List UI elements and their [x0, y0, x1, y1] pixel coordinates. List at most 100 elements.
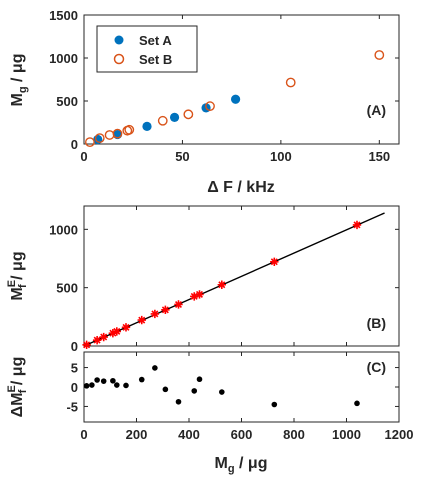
fit-data-point	[190, 292, 199, 301]
residual-point	[110, 377, 116, 384]
panel-b-label: (B)	[367, 315, 386, 331]
fit-data-point	[150, 309, 160, 319]
residual-point	[191, 388, 198, 394]
fit-data-point	[195, 290, 204, 299]
y-label-main: M	[9, 93, 26, 106]
x-tick-label: 0	[80, 427, 87, 442]
residual-point	[83, 383, 90, 389]
residual-point	[196, 376, 203, 383]
panel-c-frame	[83, 351, 400, 423]
y-label-superscript: E	[6, 385, 18, 392]
residual-point	[89, 382, 95, 388]
residual-point	[100, 378, 107, 384]
y-tick-label: -5	[66, 399, 78, 414]
panel-c-y-axis-label: ΔMEf / μg	[6, 357, 29, 418]
set-b-point	[183, 109, 194, 120]
fit-data-point	[270, 257, 279, 266]
x-tick-label: 1200	[385, 427, 414, 442]
set-a-point	[142, 121, 152, 131]
y-tick-label: 0	[71, 137, 78, 152]
x-label-subscript: g	[228, 463, 235, 475]
x-label-main: M	[215, 455, 228, 472]
x-tick-label: 600	[231, 427, 253, 442]
panel-b-ticks: 0 500 1000	[49, 206, 400, 354]
panel-c: 0 200 400 600 800 1000 1200-505 (C) Mg / μg ΔM…	[6, 351, 413, 475]
x-tick-label: 150	[368, 149, 390, 164]
set-a-point	[230, 94, 241, 104]
set-b-point	[94, 133, 105, 144]
fit-data-point	[108, 328, 118, 338]
y-label-subscript: f	[17, 389, 29, 393]
x-tick-label: 0	[80, 149, 87, 164]
set-a-point	[169, 112, 180, 122]
set-b-point	[285, 77, 296, 88]
panel-a-x-axis-label: Δ F / kHz	[207, 179, 275, 196]
fit-data-point	[161, 305, 170, 315]
fit-data-point	[99, 332, 108, 342]
y-tick-label: 1000	[49, 51, 78, 66]
residual-point	[219, 389, 225, 395]
legend-box	[96, 25, 198, 73]
panel-c-label: (C)	[367, 359, 386, 375]
y-tick-label: 500	[56, 281, 78, 296]
y-label-unit: / μg	[9, 251, 26, 284]
y-label-unit: / μg	[9, 54, 26, 87]
y-label-subscript: f	[17, 284, 29, 288]
fit-line	[83, 212, 385, 347]
fit-data-point	[217, 280, 227, 289]
panel-a-legend: Set A Set B	[96, 25, 198, 73]
residual-point	[114, 382, 120, 388]
panel-c-x-axis-label: Mg / μg	[215, 455, 268, 475]
x-tick-label: 400	[178, 427, 200, 442]
set-b-point	[104, 130, 115, 140]
legend-marker-set-b	[113, 53, 125, 65]
y-tick-label: 0	[71, 380, 78, 395]
residual-point	[152, 365, 158, 371]
legend-label-set-a: Set A	[139, 33, 172, 48]
y-label-prefix: ΔM	[9, 393, 26, 418]
set-b-point	[374, 50, 385, 60]
x-tick-label: 50	[175, 149, 189, 164]
panel-b-y-axis-label: MEf / μg	[6, 251, 29, 300]
y-tick-label: 500	[56, 94, 78, 109]
y-tick-label: 1000	[49, 222, 78, 237]
legend-label-set-b: Set B	[139, 52, 172, 67]
y-tick-label: 1500	[49, 8, 78, 23]
x-label-unit: / μg	[235, 455, 268, 472]
panel-a-label: (A)	[367, 102, 386, 118]
residual-point	[271, 401, 278, 408]
y-label-subscript: g	[17, 86, 29, 93]
y-label-unit: / μg	[9, 357, 26, 390]
x-tick-label: 800	[283, 427, 305, 442]
set-b-point	[205, 101, 215, 112]
panel-a-frame	[83, 14, 400, 145]
y-label-superscript: E	[6, 280, 18, 287]
panel-b-marks	[82, 212, 385, 350]
residual-point	[94, 377, 100, 383]
fit-data-point	[174, 300, 183, 309]
panel-b: 0 500 1000 (B) MEf / μg	[6, 205, 400, 354]
fit-data-point	[137, 315, 146, 325]
y-tick-label: 0	[71, 339, 78, 354]
y-label-main: M	[9, 287, 26, 300]
set-b-point	[157, 115, 168, 126]
set-b-point	[85, 137, 95, 148]
fit-data-point	[121, 323, 131, 332]
panel-c-ticks: 0 200 400 600 800 1000 1200-505	[66, 352, 413, 442]
x-tick-label: 200	[126, 427, 148, 442]
fit-data-point	[112, 327, 122, 336]
panel-a-marks	[85, 50, 385, 148]
fit-data-point	[92, 335, 102, 345]
set-b-point	[112, 128, 123, 139]
x-tick-label: 1000	[332, 427, 361, 442]
fit-data-point	[352, 220, 362, 230]
x-tick-label: 100	[270, 149, 292, 164]
y-tick-label: 5	[71, 361, 78, 376]
residual-point	[162, 386, 169, 393]
residual-point	[138, 376, 145, 383]
residual-point	[123, 382, 129, 389]
residual-point	[175, 398, 182, 405]
